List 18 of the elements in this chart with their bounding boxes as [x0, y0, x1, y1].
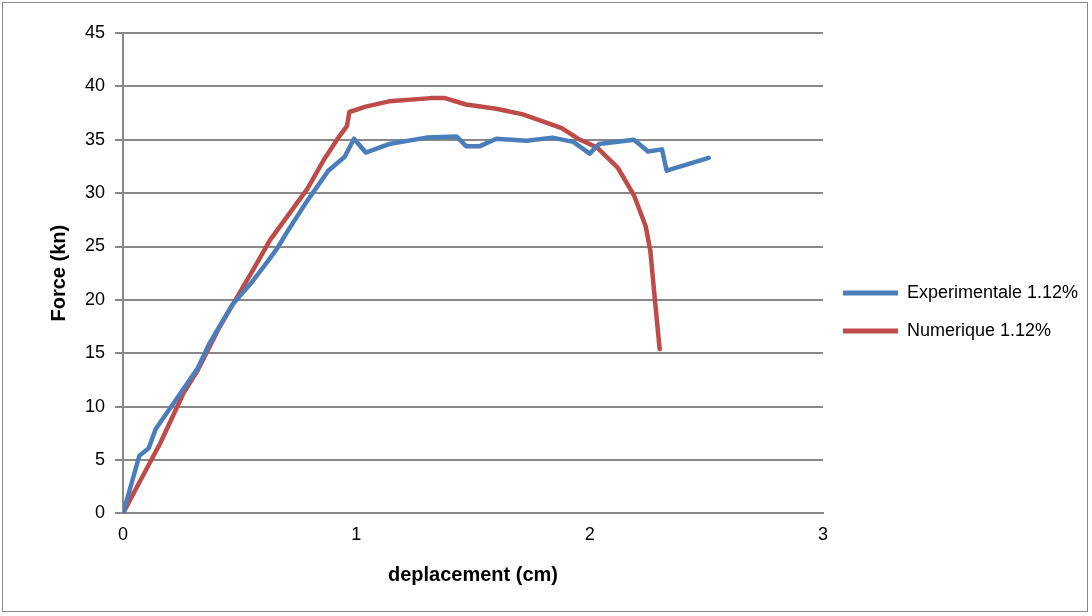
legend-label: Numerique 1.12%: [907, 319, 1052, 340]
x-tick-label: 1: [351, 524, 362, 545]
x-tick-label: 0: [118, 524, 129, 545]
y-tick-label: 25: [84, 235, 106, 256]
x-tick-label: 3: [817, 524, 829, 545]
x-axis-title: deplacement (cm): [387, 562, 559, 585]
y-tick-label: 40: [84, 75, 106, 96]
y-tick-label: 45: [84, 21, 106, 42]
y-tick-label: 30: [84, 182, 106, 203]
legend-label: Experimentale 1.12%: [907, 281, 1079, 302]
y-tick-label: 0: [95, 502, 106, 523]
y-tick-label: 35: [84, 128, 106, 149]
y-tick-label: 10: [84, 395, 106, 416]
y-tick-label: 5: [95, 448, 106, 469]
y-tick-label: 15: [84, 342, 106, 363]
y-axis-title: Force (kn): [46, 224, 69, 322]
y-tick-label: 20: [84, 288, 106, 309]
x-tick-label: 2: [584, 524, 595, 545]
